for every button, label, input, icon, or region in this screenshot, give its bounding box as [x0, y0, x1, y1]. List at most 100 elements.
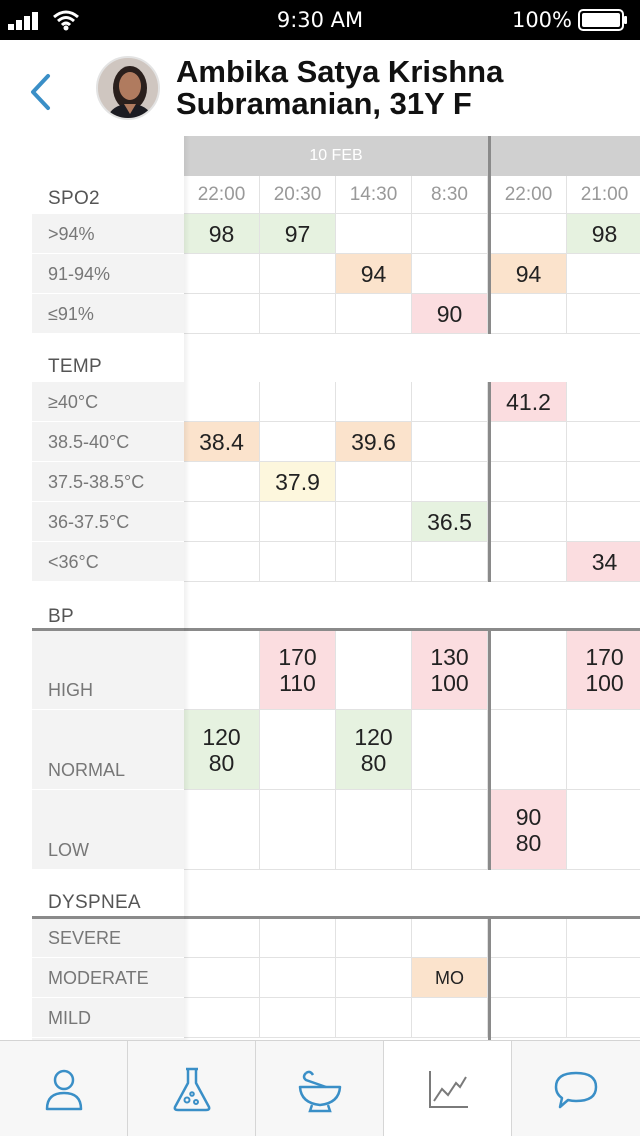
grid-cell-temp-3-2[interactable] [336, 502, 412, 542]
grid-cell-temp-3-0[interactable] [184, 502, 260, 542]
grid-cell-temp-3-3[interactable]: 36.5 [412, 502, 488, 542]
grid-cell-temp-0-5[interactable] [567, 382, 640, 422]
grid-cell-bp-2-2[interactable] [336, 790, 412, 870]
grid-cell-bp-1-2[interactable]: 120 80 [336, 710, 412, 790]
grid-cell-spo2-1-5[interactable] [567, 254, 640, 294]
grid-cell-bp-0-4[interactable] [491, 630, 567, 710]
grid-cell-temp-2-0[interactable] [184, 462, 260, 502]
grid-cell-temp-0-2[interactable] [336, 382, 412, 422]
grid-cell-bp-1-4[interactable] [491, 710, 567, 790]
grid-cell-temp-4-0[interactable] [184, 542, 260, 582]
grid-cell-temp-3-4[interactable] [491, 502, 567, 542]
grid-cell-bp-0-3[interactable]: 130 100 [412, 630, 488, 710]
grid-cell-temp-2-4[interactable] [491, 462, 567, 502]
grid-cell-bp-1-0[interactable]: 120 80 [184, 710, 260, 790]
time-col-5[interactable]: 21:00 [567, 176, 640, 214]
grid-cell-bp-0-5[interactable]: 170 100 [567, 630, 640, 710]
grid-cell-temp-1-0[interactable]: 38.4 [184, 422, 260, 462]
time-col-0[interactable]: 22:00 [184, 176, 260, 214]
grid-cell-temp-4-3[interactable] [412, 542, 488, 582]
grid-cell-dys-1-5[interactable] [567, 958, 640, 998]
grid-cell-temp-3-1[interactable] [260, 502, 336, 542]
grid-cell-dys-2-4[interactable] [491, 998, 567, 1038]
grid-cell-spo2-0-5[interactable]: 98 [567, 214, 640, 254]
time-col-2[interactable]: 14:30 [336, 176, 412, 214]
grid-cell-spo2-2-1[interactable] [260, 294, 336, 334]
grid-cell-bp-0-0[interactable] [184, 630, 260, 710]
grid-cell-temp-2-2[interactable] [336, 462, 412, 502]
grid-cell-spo2-2-5[interactable] [567, 294, 640, 334]
grid-cell-bp-2-3[interactable] [412, 790, 488, 870]
grid-cell-temp-0-1[interactable] [260, 382, 336, 422]
tab-labs[interactable] [128, 1041, 256, 1136]
grid-cell-temp-4-5[interactable]: 34 [567, 542, 640, 582]
grid-cell-spo2-2-3[interactable]: 90 [412, 294, 488, 334]
grid-cell-spo2-0-1[interactable]: 97 [260, 214, 336, 254]
grid-cell-spo2-2-2[interactable] [336, 294, 412, 334]
grid-cell-temp-1-2[interactable]: 39.6 [336, 422, 412, 462]
grid-cell-bp-2-5[interactable] [567, 790, 640, 870]
grid-cell-temp-2-1[interactable]: 37.9 [260, 462, 336, 502]
grid-cell-spo2-0-3[interactable] [412, 214, 488, 254]
grid-cell-dys-0-1[interactable] [260, 918, 336, 958]
grid-cell-dys-1-0[interactable] [184, 958, 260, 998]
grid-cell-temp-3-5[interactable] [567, 502, 640, 542]
vital-value: 39.6 [351, 429, 396, 455]
grid-cell-spo2-1-3[interactable] [412, 254, 488, 294]
time-col-1[interactable]: 20:30 [260, 176, 336, 214]
grid-cell-bp-1-1[interactable] [260, 710, 336, 790]
grid-cell-spo2-1-2[interactable]: 94 [336, 254, 412, 294]
time-col-4[interactable]: 22:00 [491, 176, 567, 214]
grid-cell-dys-1-1[interactable] [260, 958, 336, 998]
grid-cell-bp-2-1[interactable] [260, 790, 336, 870]
grid-cell-dys-0-4[interactable] [491, 918, 567, 958]
grid-cell-temp-4-2[interactable] [336, 542, 412, 582]
grid-cell-bp-1-5[interactable] [567, 710, 640, 790]
grid-cell-spo2-2-0[interactable] [184, 294, 260, 334]
grid-cell-dys-1-3[interactable]: MO [412, 958, 488, 998]
grid-cell-spo2-1-0[interactable] [184, 254, 260, 294]
grid-cell-temp-0-4[interactable]: 41.2 [491, 382, 567, 422]
grid-cell-temp-1-1[interactable] [260, 422, 336, 462]
grid-cell-temp-4-4[interactable] [491, 542, 567, 582]
grid-cell-spo2-0-0[interactable]: 98 [184, 214, 260, 254]
grid-cell-spo2-1-1[interactable] [260, 254, 336, 294]
grid-cell-bp-1-3[interactable] [412, 710, 488, 790]
time-col-3[interactable]: 8:30 [412, 176, 488, 214]
grid-cell-temp-2-3[interactable] [412, 462, 488, 502]
tab-medication[interactable] [256, 1041, 384, 1136]
grid-cell-bp-0-1[interactable]: 170 110 [260, 630, 336, 710]
grid-cell-temp-4-1[interactable] [260, 542, 336, 582]
grid-cell-dys-0-2[interactable] [336, 918, 412, 958]
tab-charts[interactable] [384, 1041, 512, 1136]
grid-cell-dys-2-0[interactable] [184, 998, 260, 1038]
grid-cell-spo2-1-4[interactable]: 94 [491, 254, 567, 294]
grid-cell-temp-0-3[interactable] [412, 382, 488, 422]
grid-cell-spo2-0-4[interactable] [491, 214, 567, 254]
vitals-grid[interactable]: 10 FEB 22:00 20:30 14:30 8:30 22:00 21:0… [184, 136, 640, 1040]
grid-cell-dys-0-3[interactable] [412, 918, 488, 958]
grid-cell-dys-2-1[interactable] [260, 998, 336, 1038]
grid-cell-bp-2-0[interactable] [184, 790, 260, 870]
tab-messages[interactable] [512, 1041, 640, 1136]
grid-cell-dys-2-3[interactable] [412, 998, 488, 1038]
grid-cell-spo2-0-2[interactable] [336, 214, 412, 254]
grid-cell-dys-0-0[interactable] [184, 918, 260, 958]
grid-cell-temp-0-0[interactable] [184, 382, 260, 422]
grid-cell-dys-1-4[interactable] [491, 958, 567, 998]
grid-cell-dys-1-2[interactable] [336, 958, 412, 998]
tab-profile[interactable] [0, 1041, 128, 1136]
section-header-temp: TEMP [32, 334, 184, 382]
patient-avatar[interactable] [96, 56, 160, 120]
grid-cell-temp-1-5[interactable] [567, 422, 640, 462]
grid-cell-temp-1-4[interactable] [491, 422, 567, 462]
grid-cell-dys-2-5[interactable] [567, 998, 640, 1038]
grid-cell-dys-2-2[interactable] [336, 998, 412, 1038]
grid-cell-dys-0-5[interactable] [567, 918, 640, 958]
grid-cell-temp-1-3[interactable] [412, 422, 488, 462]
grid-cell-bp-2-4[interactable]: 90 80 [491, 790, 567, 870]
grid-cell-spo2-2-4[interactable] [491, 294, 567, 334]
grid-cell-bp-0-2[interactable] [336, 630, 412, 710]
back-chevron-icon[interactable] [28, 72, 52, 112]
grid-cell-temp-2-5[interactable] [567, 462, 640, 502]
